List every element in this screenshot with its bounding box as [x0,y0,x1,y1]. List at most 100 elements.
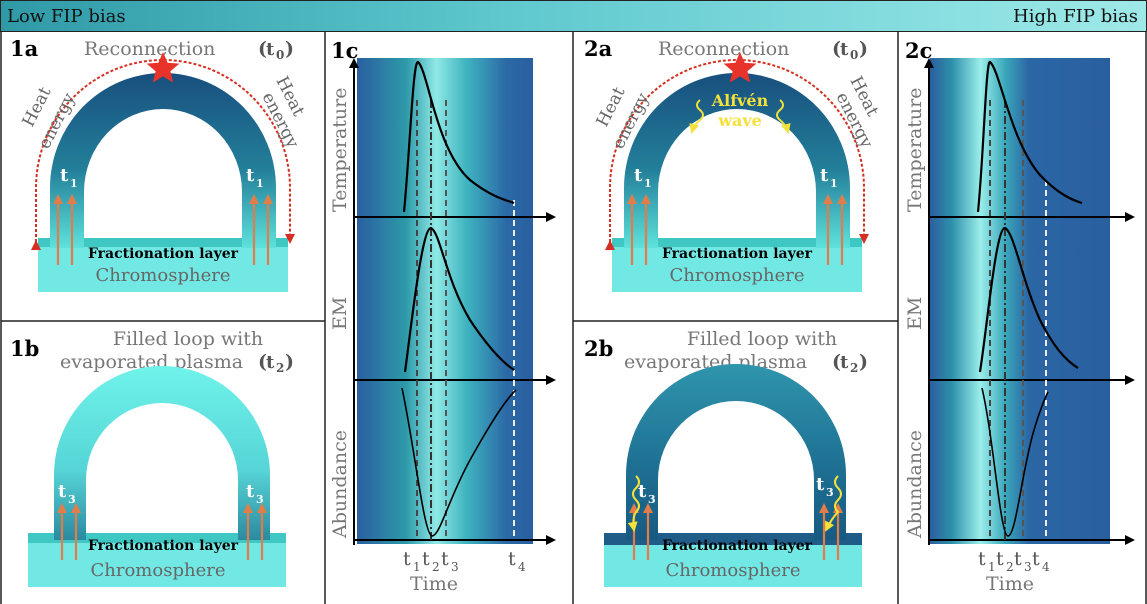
em-curve [978,226,1079,373]
alfven-wave-squiggle-right [776,99,791,134]
panel-2b-paren-close: ) [859,351,868,373]
panel-2c-background [930,58,1110,544]
tick-t2-sub: 2 [1006,560,1014,574]
t3-right: t [246,481,255,502]
panel-2a: 2a Reconnection ( t 0 ) Heat energy Heat… [584,36,882,292]
xlabel-time: Time [410,573,458,595]
panel-2a-title-t: t [840,39,849,60]
ylabel-em: EM [904,297,926,330]
coronal-loop [50,73,276,248]
alfven-wave-squiggle-left [627,475,640,532]
tick-t1: t [978,548,986,570]
panel-2a-title: Reconnection [658,38,789,60]
chromosphere-label: Chromosphere [670,265,805,286]
star-icon [723,52,757,83]
ylabel-temperature: Temperature [329,88,351,212]
tick-t4-sub: 4 [1042,560,1050,574]
panel-2c-label: 2c [905,38,932,63]
t3-right-sub: 3 [826,486,834,499]
t3-left-sub: 3 [68,493,76,506]
panel-1a-title-paren-open: ( [258,38,267,60]
panel-1a-label: 1a [10,36,39,61]
tick-t2-sub: 2 [432,560,440,574]
t1-left-sub: 1 [644,177,652,190]
alfven-wave-line2: wave [717,111,762,130]
coronal-loop [624,73,850,248]
panel-1b-paren-open: ( [258,351,267,373]
high-fip-label: High FIP bias [1013,6,1138,27]
panel-1a-title: Reconnection [84,38,215,60]
fractionation-layer-label: Fractionation layer [88,538,239,554]
alfven-wave-squiggle-right [825,475,842,532]
ylabel-abundance: Abundance [904,430,926,539]
panel-2b-title-line1: Filled loop with [687,328,837,350]
filled-loop [626,363,846,540]
panel-1a-title-paren-close: ) [285,38,294,60]
fractionation-layer-band [604,533,862,545]
panel-2a-title-sub: 0 [850,48,858,62]
ylabel-temperature: Temperature [904,88,926,212]
panel-2b: 2b Filled loop with evaporated plasma ( … [584,328,868,587]
panel-1a-title-sub: 0 [276,48,284,62]
em-curve [403,226,515,373]
chromosphere-band [612,247,862,292]
panel-1b-label: 1b [10,336,39,361]
fractionation-layer-label: Fractionation layer [662,538,813,554]
t1-left-sub: 1 [70,177,78,190]
xlabel-time: Time [986,573,1034,595]
tick-t4-sub: 4 [518,560,526,574]
panel-1b: 1b Filled loop with evaporated plasma ( … [10,328,294,587]
t3-left-sub: 3 [648,493,656,506]
t3-right: t [816,474,825,495]
panel-2b-title-t: t [840,352,849,373]
t1-right-sub: 1 [830,177,838,190]
tick-t2: t [422,548,430,570]
tick-t1-sub: 1 [413,560,421,574]
filled-loop [54,366,270,540]
star-icon [146,52,180,83]
panel-1b-title-line1: Filled loop with [113,328,263,350]
tick-t1-sub: 1 [988,560,996,574]
tick-t3: t [1014,548,1022,570]
t1-left: t [60,165,69,186]
t1-left: t [634,165,643,186]
t1-right: t [246,165,255,186]
tick-t3-sub: 3 [1024,560,1032,574]
panel-borders [0,32,1147,604]
panel-2b-label: 2b [584,336,613,361]
panel-2b-paren-open: ( [832,351,841,373]
t3-left: t [58,481,67,502]
temperature-curve [402,60,515,213]
tick-t2: t [996,548,1004,570]
panel-1a: 1a Reconnection ( t 0 ) Heat energy Heat… [10,36,308,292]
header-bar: Low FIP bias High FIP bias [0,0,1147,32]
t3-left: t [638,481,647,502]
alfven-wave-line1: Alfvén [711,91,769,110]
tick-t3-sub: 3 [451,560,459,574]
panel-1b-title-sub: 2 [276,361,284,375]
chromosphere-band [38,247,288,292]
panel-1b-title-t: t [266,352,275,373]
chromosphere-label: Chromosphere [666,560,801,581]
tick-t3: t [441,548,449,570]
tick-t1: t [403,548,411,570]
t3-right-sub: 3 [256,493,264,506]
panel-1c: 1c Temperature EM Abundance [329,38,556,595]
low-fip-label: Low FIP bias [7,6,126,27]
panel-1b-title-line2: evaporated plasma [60,351,243,373]
chromosphere-band [28,543,286,587]
chromosphere-label: Chromosphere [96,265,231,286]
fractionation-layer-label: Fractionation layer [662,246,813,262]
ylabel-abundance: Abundance [329,430,351,539]
fractionation-layer-band [28,533,286,543]
panel-2c: 2c Temperature EM Abundance [904,38,1135,595]
t1-right-sub: 1 [256,177,264,190]
t1-right: t [820,165,829,186]
chromosphere-label: Chromosphere [91,560,226,581]
panel-1c-label: 1c [331,38,358,63]
tick-t4: t [1032,548,1040,570]
abundance-curve [981,387,1049,537]
panel-1b-paren-close: ) [285,351,294,373]
